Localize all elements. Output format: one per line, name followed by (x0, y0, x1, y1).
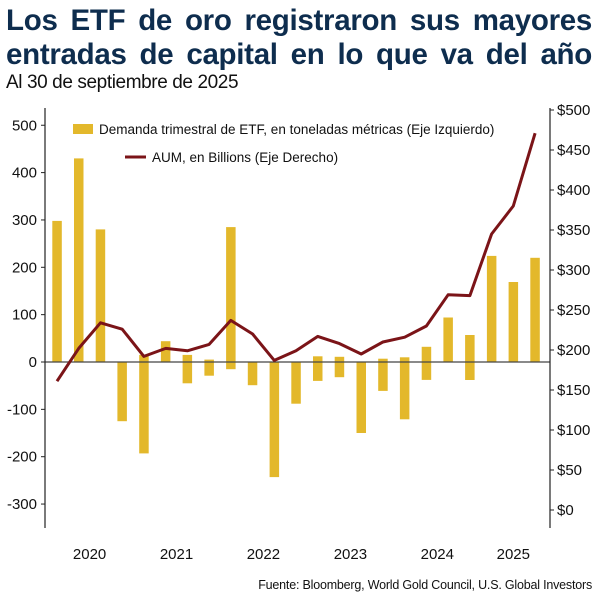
bar-2024-q1 (399, 357, 410, 420)
right-tick-label: $100 (557, 422, 590, 439)
bar-2021-q3 (182, 354, 193, 384)
left-tick-label: 200 (12, 259, 37, 276)
x-tick-label-2023: 2023 (334, 546, 367, 563)
bar-2025-q3 (530, 257, 540, 362)
chart-subtitle: Al 30 de septiembre de 2025 (6, 72, 239, 93)
source-note: Fuente: Bloomberg, World Gold Council, U… (258, 578, 592, 592)
bar-2024-q3 (443, 317, 453, 362)
chart-title: Los ETF de oro registraron sus mayores e… (6, 4, 592, 72)
aum-line-series (55, 132, 537, 383)
bar-2023-q4 (378, 358, 388, 391)
x-axis-labels: 2020 2021 2022 2023 2024 2025 (73, 546, 530, 563)
right-tick-label: $50 (557, 462, 582, 479)
bar-2020-q4 (117, 362, 127, 422)
chart-title-line-2: entradas de capital en lo que va del año (6, 38, 592, 71)
bar-2023-q2 (334, 356, 345, 378)
left-tick-label: 400 (12, 165, 37, 182)
bar-2025-q2 (508, 282, 519, 362)
legend-bar-label: Demanda trimestral de ETF, en toneladas … (99, 122, 494, 137)
legend-line-label: AUM, en Billions (Eje Derecho) (152, 150, 338, 165)
bar-2022-q3 (269, 362, 280, 478)
right-tick-label: $250 (557, 302, 590, 319)
bar-2021-q2 (160, 341, 171, 362)
left-axis-ticks: 500 400 300 200 100 0 -100 -200 -300 (7, 117, 45, 513)
right-tick-label: $400 (557, 182, 590, 199)
bar-2024-q4 (465, 335, 475, 380)
right-tick-label: $350 (557, 222, 590, 239)
left-tick-label: 100 (12, 307, 37, 324)
x-tick-label-2021: 2021 (160, 546, 193, 563)
bar-2020-q1 (52, 220, 62, 362)
right-tick-label: $450 (557, 142, 590, 159)
bar-2023-q3 (356, 362, 366, 433)
bar-series (52, 158, 540, 478)
bar-2025-q1 (486, 255, 497, 362)
right-tick-label: $150 (557, 382, 590, 399)
left-tick-label: -300 (7, 496, 37, 513)
legend: Demanda trimestral de ETF, en toneladas … (73, 122, 494, 165)
left-tick-label: -200 (7, 449, 37, 466)
bar-2021-q4 (204, 359, 214, 376)
bar-2021-q1 (139, 354, 149, 454)
x-tick-label-2025: 2025 (497, 546, 530, 563)
left-tick-label: 300 (12, 212, 37, 229)
x-tick-label-2020: 2020 (73, 546, 106, 563)
x-tick-label-2024: 2024 (421, 546, 454, 563)
left-tick-label: 0 (29, 354, 37, 371)
right-tick-label: $200 (557, 342, 590, 359)
left-tick-label: 500 (12, 117, 37, 134)
bar-2022-q4 (291, 362, 301, 404)
bar-2023-q1 (313, 356, 323, 381)
bar-2022-q2 (247, 362, 258, 386)
right-tick-label: $500 (557, 102, 590, 119)
right-tick-label: $300 (557, 262, 590, 279)
bar-2020-q2 (74, 158, 84, 362)
right-tick-label: $0 (557, 502, 574, 519)
bar-2020-q3 (95, 229, 106, 362)
legend-bar-swatch-icon (73, 124, 93, 134)
bar-2024-q2 (421, 346, 432, 380)
chart-title-line-1: Los ETF de oro registraron sus mayores (6, 4, 592, 37)
left-tick-label: -100 (7, 401, 37, 418)
bar-2022-q1 (226, 227, 236, 370)
right-axis-ticks: $500 $450 $400 $350 $300 $250 $200 $150 $100 $50 $… (550, 102, 590, 519)
x-tick-label-2022: 2022 (247, 546, 280, 563)
